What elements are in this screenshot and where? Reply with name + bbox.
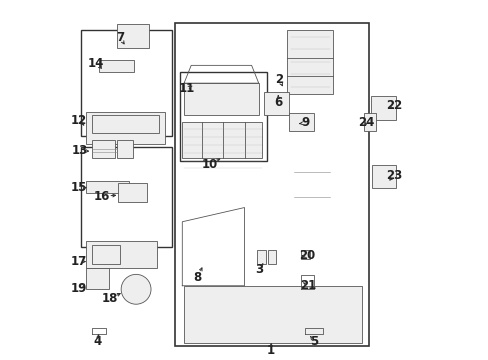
Text: 1: 1 [266,344,275,357]
Bar [86,241,157,268]
Text: 14: 14 [87,57,104,70]
Bar [180,72,266,161]
Bar [116,140,132,158]
Bar [91,245,120,264]
Text: 23: 23 [385,169,401,182]
Text: 15: 15 [70,181,86,194]
Bar [264,92,288,115]
Text: 3: 3 [255,263,263,276]
Text: 8: 8 [193,271,201,284]
Bar [257,250,265,264]
Text: 12: 12 [71,114,87,127]
Text: 17: 17 [70,255,86,268]
Bar [175,23,368,346]
Text: 2: 2 [275,73,283,86]
Bar [286,30,333,94]
Text: 20: 20 [299,249,315,262]
Text: 21: 21 [300,279,316,292]
Text: 6: 6 [274,96,282,109]
Bar [86,181,129,193]
Text: 5: 5 [310,335,318,348]
Text: 10: 10 [202,158,218,171]
Bar [86,268,109,289]
Bar [116,24,148,48]
Bar [99,60,134,72]
Bar [372,165,395,188]
Bar [91,140,115,158]
Text: 9: 9 [301,116,309,130]
Text: 19: 19 [70,282,86,295]
Bar [363,113,375,131]
Text: 13: 13 [72,144,88,157]
Bar [81,30,171,136]
Bar [81,147,171,247]
Bar [267,250,276,264]
Text: 18: 18 [101,292,118,305]
Text: 16: 16 [94,190,110,203]
Bar [91,115,159,133]
Bar [183,286,361,343]
Bar [118,183,146,202]
Text: 22: 22 [385,99,401,112]
Text: 11: 11 [178,82,194,95]
Bar [182,122,262,158]
Bar [86,112,164,144]
Text: 24: 24 [358,116,374,129]
Bar [370,95,395,121]
Bar [300,250,309,259]
Bar [183,83,258,115]
Text: 4: 4 [93,335,102,348]
Circle shape [121,274,151,304]
Text: 7: 7 [116,31,124,44]
Bar [288,113,313,131]
